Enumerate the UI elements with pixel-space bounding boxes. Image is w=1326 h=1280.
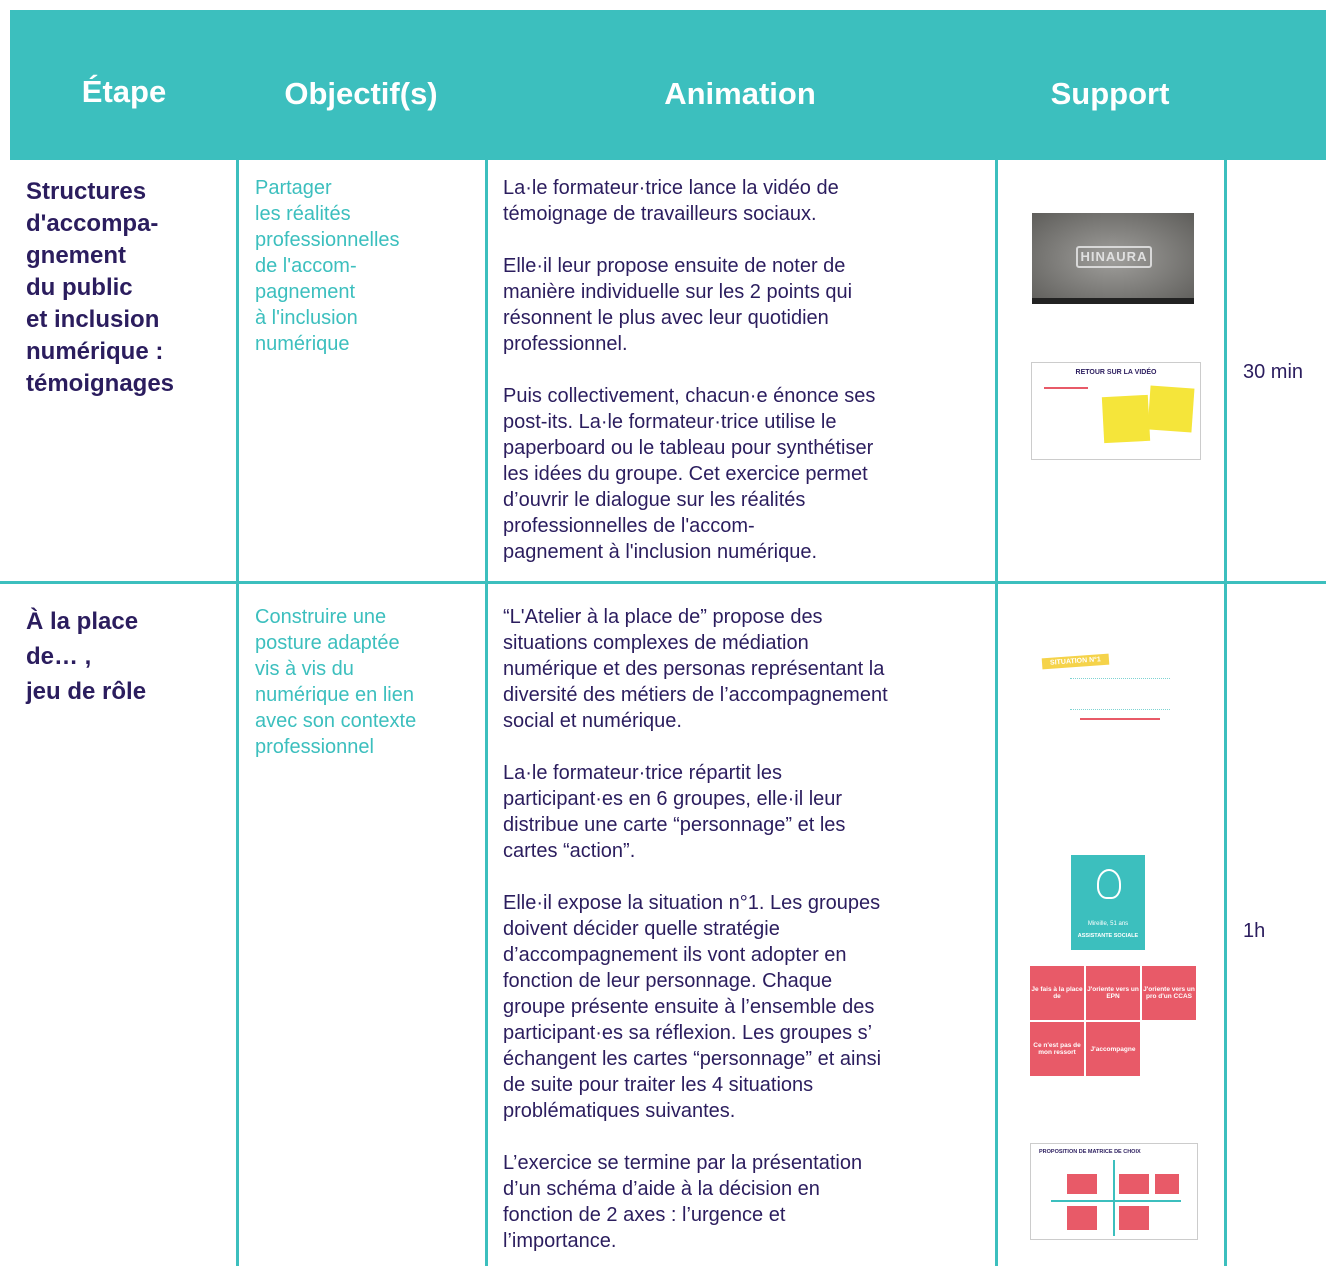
- column-header: Objectif(s): [284, 76, 438, 111]
- matrix-card: [1067, 1206, 1097, 1230]
- persona-role: ASSISTANTE SOCIALE: [1077, 933, 1139, 939]
- row-border: [0, 581, 1326, 584]
- persona-card: Mireille, 51 ans ASSISTANTE SOCIALE: [1071, 855, 1145, 950]
- matrix-card: [1119, 1174, 1149, 1194]
- action-card: J'oriente vers un EPN: [1086, 966, 1140, 1020]
- paragraph: Elle·il leur propose ensuite de noter de…: [503, 255, 853, 355]
- slide-question: [1080, 718, 1160, 720]
- matrix-card: [1155, 1174, 1179, 1194]
- matrix-axis: [1051, 1200, 1181, 1202]
- video-controls: [1032, 298, 1194, 304]
- matrix-card: [1067, 1174, 1097, 1194]
- step: Structures d'accompa- gnement du public …: [26, 178, 175, 397]
- action-card: Je fais à la place de: [1030, 966, 1084, 1020]
- animation: La·le formateur·trice lance la vidéo de …: [503, 175, 993, 591]
- paragraph: La·le formateur·trice lance la vidéo de …: [503, 177, 839, 225]
- post-it: [1101, 394, 1151, 444]
- matrix-axis: [1113, 1160, 1115, 1236]
- column-border: [485, 160, 488, 1266]
- action-card: J'accompagne: [1086, 1022, 1140, 1076]
- post-it: [1147, 385, 1195, 433]
- column-header: Support: [1050, 76, 1170, 111]
- objective: Construire une posture adaptée vis à vis…: [255, 606, 417, 758]
- persona-icon: [1097, 869, 1121, 899]
- slide-title: RETOUR SUR LA VIDÉO: [1075, 369, 1157, 376]
- slide-text-block: [1070, 678, 1170, 710]
- persona-name: Mireille, 51 ans: [1087, 921, 1129, 927]
- slide-text-block: [1044, 387, 1088, 425]
- column-header: Étape: [81, 74, 167, 109]
- slide-thumbnail: RETOUR SUR LA VIDÉO: [1031, 362, 1201, 460]
- column-border: [236, 160, 239, 1266]
- video-thumbnail: HINAURA: [1032, 213, 1194, 304]
- matrix-title: PROPOSITION DE MATRICE DE CHOIX: [1039, 1149, 1141, 1155]
- column-header: Animation: [664, 76, 816, 111]
- column-border: [1224, 160, 1227, 1266]
- header-band: Étape Objectif(s) Animation Support: [10, 10, 1326, 160]
- slide-label: SITUATION N°1: [1041, 653, 1110, 670]
- paragraph: Elle·il expose la situation n°1. Les gro…: [503, 892, 882, 1122]
- step: À la place de… , jeu de rôle: [26, 608, 147, 705]
- animation: “L'Atelier à la place de” propose des si…: [503, 604, 993, 1280]
- paragraph: Puis collectivement, chacun·e énonce ses…: [503, 385, 876, 563]
- paragraph: La·le formateur·trice répartit les parti…: [503, 762, 846, 862]
- duration: 30 min: [1243, 361, 1304, 383]
- paragraph: “L'Atelier à la place de” propose des si…: [503, 606, 888, 732]
- paragraph: L’exercice se termine par la présentatio…: [503, 1152, 863, 1252]
- video-logo: HINAURA: [1076, 246, 1152, 268]
- action-card: Ce n'est pas de mon ressort: [1030, 1022, 1084, 1076]
- action-card: J'oriente vers un pro d'un CCAS: [1142, 966, 1196, 1020]
- column-border: [995, 160, 998, 1266]
- objective: Partager les réalités professionnelles d…: [255, 177, 400, 355]
- slide-thumbnail: SITUATION N°1: [1030, 640, 1200, 736]
- matrix-thumbnail: PROPOSITION DE MATRICE DE CHOIX: [1030, 1143, 1198, 1240]
- matrix-card: [1119, 1206, 1149, 1230]
- duration: 1h: [1243, 920, 1266, 942]
